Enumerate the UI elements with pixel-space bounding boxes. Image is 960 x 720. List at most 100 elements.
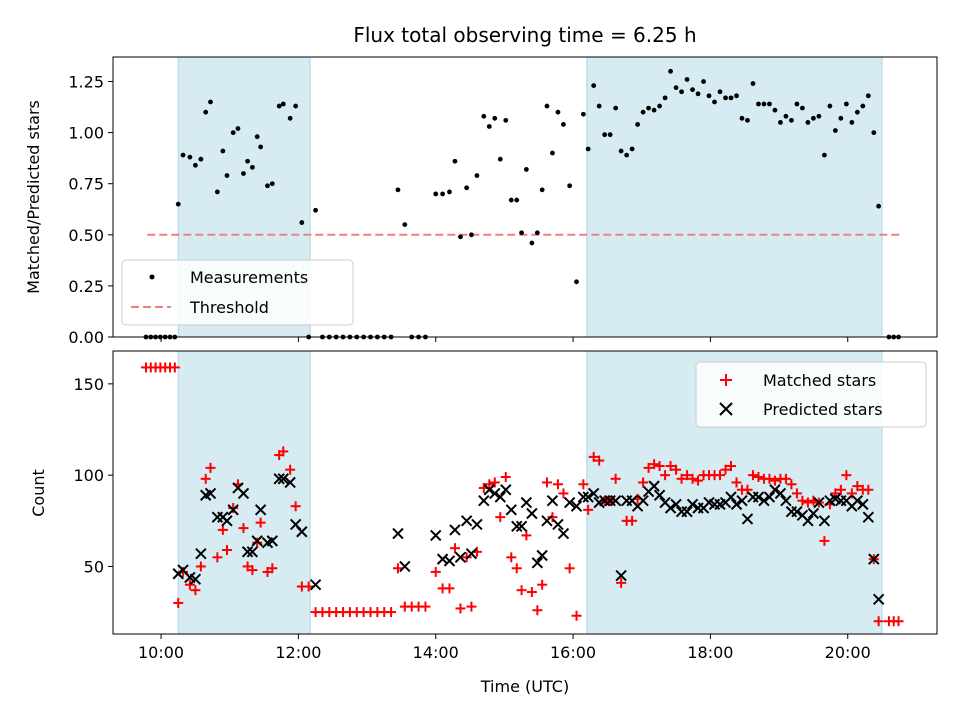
predicted-stars-points	[172, 473, 885, 606]
predicted-star-point	[221, 515, 233, 527]
matched-star-point	[649, 459, 660, 470]
measurement-point	[555, 109, 561, 115]
top-shaded-spans	[177, 56, 883, 338]
matched-star-point	[489, 477, 500, 488]
matched-star-point	[835, 484, 846, 495]
matched-star-point	[516, 585, 527, 596]
predicted-star-point	[763, 491, 776, 503]
bottom-y-axis-ticks: 50 100 150	[73, 375, 113, 576]
predicted-star-point	[563, 496, 576, 509]
predicted-star-point	[752, 491, 765, 503]
measurement-point	[180, 152, 186, 158]
matched-star-point	[228, 503, 239, 514]
predicted-star-point	[851, 495, 864, 507]
measurement-point	[827, 103, 833, 109]
matched-star-point	[184, 579, 195, 590]
predicted-star-point	[449, 524, 461, 536]
matched-star-point	[195, 561, 206, 572]
measurement-point	[269, 181, 275, 187]
matched-star-point	[506, 552, 517, 563]
matched-star-point	[578, 479, 589, 490]
top-panel: Flux total observing time = 6.25 h 0.000…	[24, 23, 938, 347]
measurement-point	[761, 101, 767, 107]
legend-measurements-marker	[149, 274, 155, 280]
predicted-star-point	[204, 487, 217, 500]
measurement-point	[750, 81, 756, 86]
predicted-star-point	[227, 504, 239, 516]
x-tick-label: 18:00	[687, 643, 733, 662]
measurement-point	[402, 222, 408, 227]
matched-star-point	[466, 601, 477, 612]
matched-star-point	[726, 461, 736, 472]
top-x-axis-ticks	[160, 337, 849, 342]
measurement-point	[214, 189, 220, 195]
measurement-point	[662, 95, 668, 101]
matched-star-point	[212, 552, 223, 563]
matched-star-point	[638, 477, 649, 488]
matched-star-point	[715, 470, 726, 481]
predicted-star-point	[309, 578, 322, 591]
matched-star-point	[169, 362, 180, 373]
matched-star-point	[682, 470, 693, 481]
matched-star-point	[780, 473, 791, 484]
matched-star-point	[671, 464, 682, 475]
predicted-star-point	[241, 546, 254, 558]
matched-star-point	[552, 479, 563, 490]
measurement-point	[539, 187, 545, 193]
predicted-star-point	[494, 491, 506, 503]
bottom-legend: Matched stars Predicted stars	[695, 361, 927, 428]
predicted-star-point	[430, 529, 442, 542]
measurement-point	[635, 122, 641, 127]
bottom-y-axis-label: Count	[29, 469, 48, 517]
measurement-point	[567, 183, 573, 189]
measurement-point	[745, 117, 750, 123]
predicted-star-point	[266, 535, 279, 547]
measurement-point	[673, 85, 679, 91]
predicted-star-point	[802, 515, 814, 527]
predicted-star-point	[392, 527, 404, 540]
matched-star-point	[610, 473, 621, 484]
measurement-point	[514, 197, 520, 203]
matched-star-point	[532, 605, 543, 616]
predicted-star-point	[189, 573, 202, 585]
measurement-point	[580, 111, 586, 117]
matched-star-point	[742, 484, 753, 495]
matched-star-point	[386, 607, 397, 618]
measurement-point	[602, 132, 608, 138]
measurement-point	[534, 230, 540, 236]
predicted-star-point	[791, 505, 803, 518]
bottom-panel-frame	[112, 350, 938, 635]
measurement-point	[503, 117, 509, 123]
matched-star-point	[430, 566, 441, 577]
y-tick-label: 150	[73, 375, 104, 394]
measurement-point	[280, 101, 286, 107]
predicted-star-point	[686, 498, 699, 511]
measurement-point	[198, 156, 204, 162]
predicted-star-point	[769, 484, 781, 496]
predicted-star-point	[609, 495, 622, 507]
shaded-observing-window	[586, 56, 883, 338]
matched-star-point	[511, 563, 522, 574]
matched-star-point	[444, 583, 455, 594]
measurement-point	[481, 113, 487, 119]
predicted-star-point	[284, 476, 296, 489]
matched-star-point	[676, 473, 687, 484]
measurement-point	[607, 132, 613, 138]
predicted-star-point	[526, 507, 538, 520]
predicted-star-point	[653, 489, 666, 501]
matched-star-point	[420, 601, 431, 612]
matched-star-point	[571, 610, 582, 621]
measurement-point	[690, 87, 695, 93]
matched-star-point	[731, 477, 742, 488]
measurement-point	[629, 146, 635, 152]
x-tick-label: 10:00	[138, 643, 184, 662]
measurement-point	[646, 105, 651, 111]
measurement-point	[668, 68, 673, 74]
measurement-point	[241, 171, 246, 176]
matched-star-point	[547, 512, 558, 523]
predicted-star-point	[536, 549, 548, 562]
matched-star-point	[720, 464, 731, 475]
matched-star-point	[687, 473, 698, 484]
